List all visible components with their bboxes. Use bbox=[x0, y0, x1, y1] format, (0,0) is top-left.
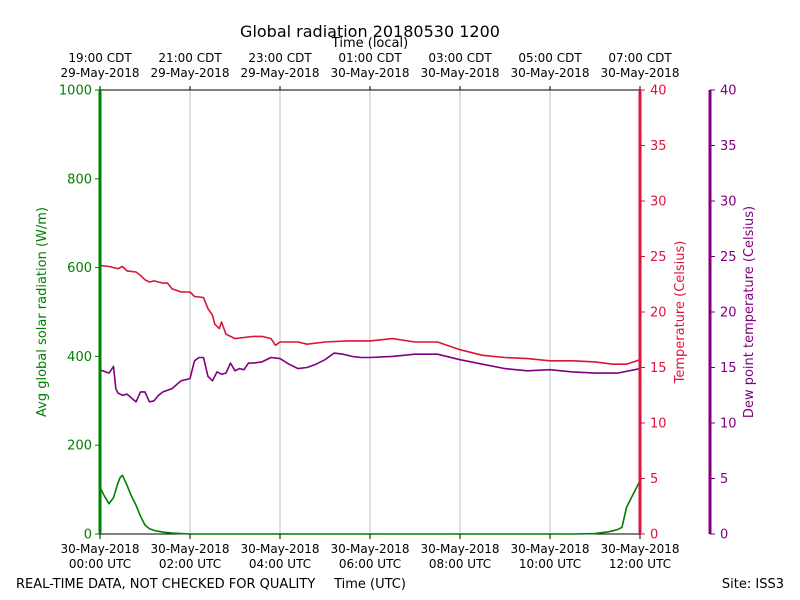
left-axis-label: Avg global solar radiation (W/m) bbox=[35, 207, 50, 417]
dewpoint-axis-tick-label: 40 bbox=[720, 84, 737, 99]
bottom-tick-label: 30-May-2018 bbox=[330, 542, 409, 556]
bottom-tick-label: 08:00 UTC bbox=[429, 557, 491, 571]
top-tick-label: 29-May-2018 bbox=[240, 66, 319, 80]
top-tick-label: 03:00 CDT bbox=[428, 51, 492, 65]
left-axis-tick-label: 800 bbox=[67, 172, 92, 187]
bottom-tick-label: 12:00 UTC bbox=[609, 557, 671, 571]
top-tick-label: 29-May-2018 bbox=[150, 66, 229, 80]
dewpoint-axis-tick-label: 20 bbox=[720, 306, 737, 321]
top-tick-label: 07:00 CDT bbox=[608, 51, 672, 65]
top-tick-label: 30-May-2018 bbox=[420, 66, 499, 80]
temperature-axis-tick-label: 0 bbox=[650, 528, 658, 543]
series-line-temperature bbox=[99, 264, 641, 366]
top-tick-label: 23:00 CDT bbox=[248, 51, 312, 65]
temperature-axis-tick-label: 10 bbox=[650, 417, 667, 432]
dewpoint-axis-tick-label: 25 bbox=[720, 250, 737, 265]
top-tick-label: 21:00 CDT bbox=[158, 51, 222, 65]
dewpoint-axis-tick-label: 30 bbox=[720, 195, 737, 210]
left-axis-tick-label: 200 bbox=[67, 439, 92, 454]
temperature-axis-tick-label: 35 bbox=[650, 139, 667, 154]
chart-title: Global radiation 20180530 1200 bbox=[240, 22, 500, 41]
temperature-axis-tick-label: 15 bbox=[650, 361, 667, 376]
bottom-tick-label: 30-May-2018 bbox=[150, 542, 229, 556]
dewpoint-axis-label: Dew point temperature (Celsius) bbox=[742, 206, 757, 418]
dewpoint-axis-tick-label: 15 bbox=[720, 361, 737, 376]
temperature-axis-tick-label: 25 bbox=[650, 250, 667, 265]
dewpoint-axis-tick-label: 10 bbox=[720, 417, 737, 432]
temperature-axis-tick-label: 40 bbox=[650, 84, 667, 99]
bottom-tick-label: 30-May-2018 bbox=[510, 542, 589, 556]
bottom-tick-label: 30-May-2018 bbox=[420, 542, 499, 556]
bottom-tick-label: 00:00 UTC bbox=[69, 557, 131, 571]
top-tick-label: 05:00 CDT bbox=[518, 51, 582, 65]
top-tick-label: 30-May-2018 bbox=[600, 66, 679, 80]
bottom-tick-label: 02:00 UTC bbox=[159, 557, 221, 571]
temperature-axis-label: Temperature (Celsius) bbox=[673, 241, 688, 385]
bottom-tick-label: 06:00 UTC bbox=[339, 557, 401, 571]
series-line-dew-point-temperature bbox=[99, 352, 641, 403]
dewpoint-axis-tick-label: 35 bbox=[720, 139, 737, 154]
top-tick-label: 30-May-2018 bbox=[330, 66, 409, 80]
x-axis-label: Time (UTC) bbox=[333, 577, 406, 592]
temperature-axis-tick-label: 20 bbox=[650, 306, 667, 321]
series-line-avg-global-solar-radiation bbox=[99, 474, 641, 535]
top-tick-label: 30-May-2018 bbox=[510, 66, 589, 80]
temperature-axis-tick-label: 5 bbox=[650, 472, 658, 487]
temperature-axis-tick-label: 30 bbox=[650, 195, 667, 210]
left-axis-tick-label: 600 bbox=[67, 261, 92, 276]
bottom-tick-label: 04:00 UTC bbox=[249, 557, 311, 571]
dewpoint-axis-tick-label: 0 bbox=[720, 528, 728, 543]
top-tick-label: 01:00 CDT bbox=[338, 51, 402, 65]
left-axis-tick-label: 400 bbox=[67, 350, 92, 365]
left-axis-tick-label: 1000 bbox=[59, 84, 92, 99]
bottom-tick-label: 10:00 UTC bbox=[519, 557, 581, 571]
bottom-tick-label: 30-May-2018 bbox=[60, 542, 139, 556]
top-axis-label: Time (local) bbox=[331, 36, 408, 51]
dewpoint-axis-tick-label: 5 bbox=[720, 472, 728, 487]
top-tick-label: 19:00 CDT bbox=[68, 51, 132, 65]
bottom-tick-label: 30-May-2018 bbox=[240, 542, 319, 556]
bottom-tick-label: 30-May-2018 bbox=[600, 542, 679, 556]
left-axis-tick-label: 0 bbox=[84, 528, 92, 543]
footer-site: Site: ISS3 bbox=[722, 577, 784, 592]
top-tick-label: 29-May-2018 bbox=[60, 66, 139, 80]
footer-quality-note: REAL-TIME DATA, NOT CHECKED FOR QUALITY bbox=[16, 577, 315, 592]
